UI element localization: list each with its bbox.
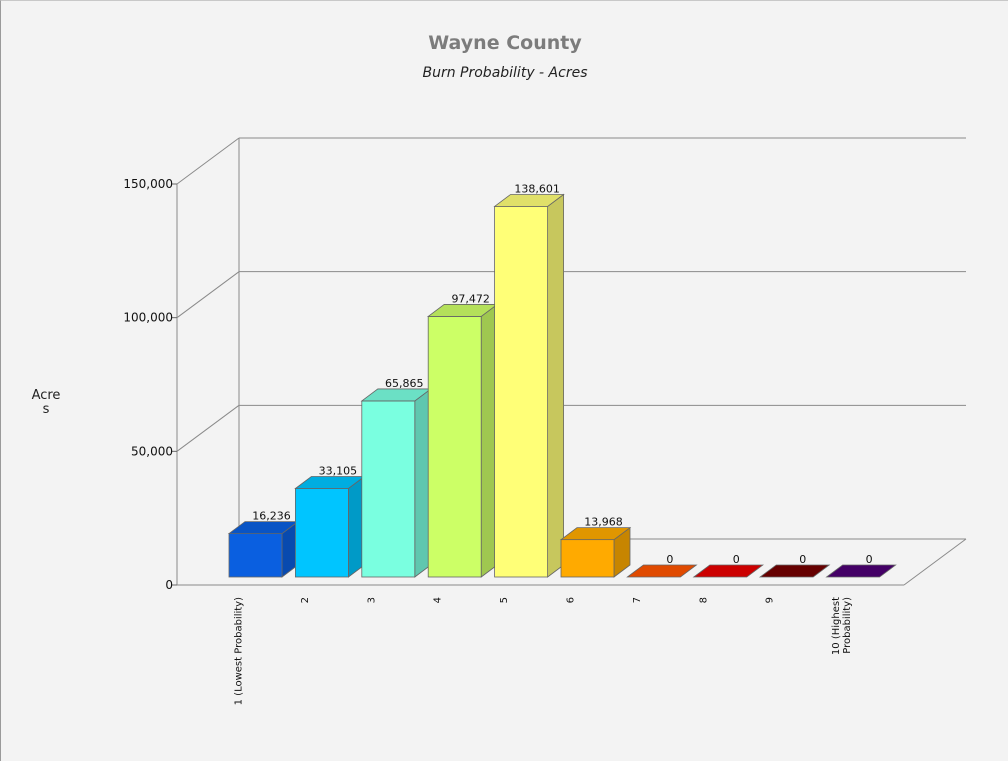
data-label: 0 [666,553,673,566]
bar-front [228,533,283,578]
data-label: 97,472 [451,292,490,305]
bars [227,193,897,578]
bar [360,388,432,578]
bar-top [493,194,565,207]
bar-top [559,527,632,541]
bar [427,303,499,578]
x-tick-label: 1 (Lowest Probability) [234,597,245,705]
bar [294,475,366,578]
y-tick-label: 100,000 [123,311,173,325]
data-label: 16,236 [252,510,291,523]
data-label: 0 [799,553,806,566]
x-tick-label: 4 [433,597,444,603]
x-tick-label: 3 [366,597,377,603]
data-label: 0 [733,553,740,566]
bar-top [692,564,764,578]
x-tick-label: 9 [765,597,776,603]
floor-right-edge [903,538,967,586]
x-tick-label: 7 [632,597,643,603]
y-tick-label: 150,000 [123,177,173,191]
data-label: 0 [866,553,873,566]
data-label: 65,865 [385,377,424,390]
bar-side [547,193,564,578]
chart-title: Wayne County [428,32,582,54]
y-tick-label: 0 [165,578,173,592]
bar [825,564,897,578]
bar-front [361,400,416,578]
bar-top [759,564,831,578]
chart-subtitle: Burn Probability - Acres [422,65,588,81]
bar [227,520,300,578]
y-tick-label: 50,000 [131,444,173,458]
data-label: 138,601 [514,182,560,195]
y-axis-label: Acres [31,388,61,417]
x-tick-label: 2 [300,597,311,603]
grid [172,137,967,586]
bar [759,564,831,578]
bar [493,193,565,578]
gridline-diagonal [176,404,240,452]
labels: 0 50,000 100,000 150,000 16,236 1 (Lowest Pro… [123,177,872,705]
x-tick-label: 6 [566,597,577,603]
bar-top [825,564,897,578]
gridline-diagonal [176,271,240,319]
data-label: 13,968 [584,516,623,529]
x-tick-label: 10 (HighestProbability) [831,597,853,655]
x-tick-label: 8 [698,597,709,603]
bar-front [560,539,615,578]
bar-front [427,316,482,578]
bar-front [294,488,349,578]
bar [626,564,698,578]
gridline-diagonal [176,137,240,185]
x-tick-label: 5 [499,597,510,603]
bar [692,564,764,578]
bar [559,526,632,578]
data-label: 33,105 [319,464,358,477]
bar-top [626,564,698,578]
bar-front [494,206,549,578]
